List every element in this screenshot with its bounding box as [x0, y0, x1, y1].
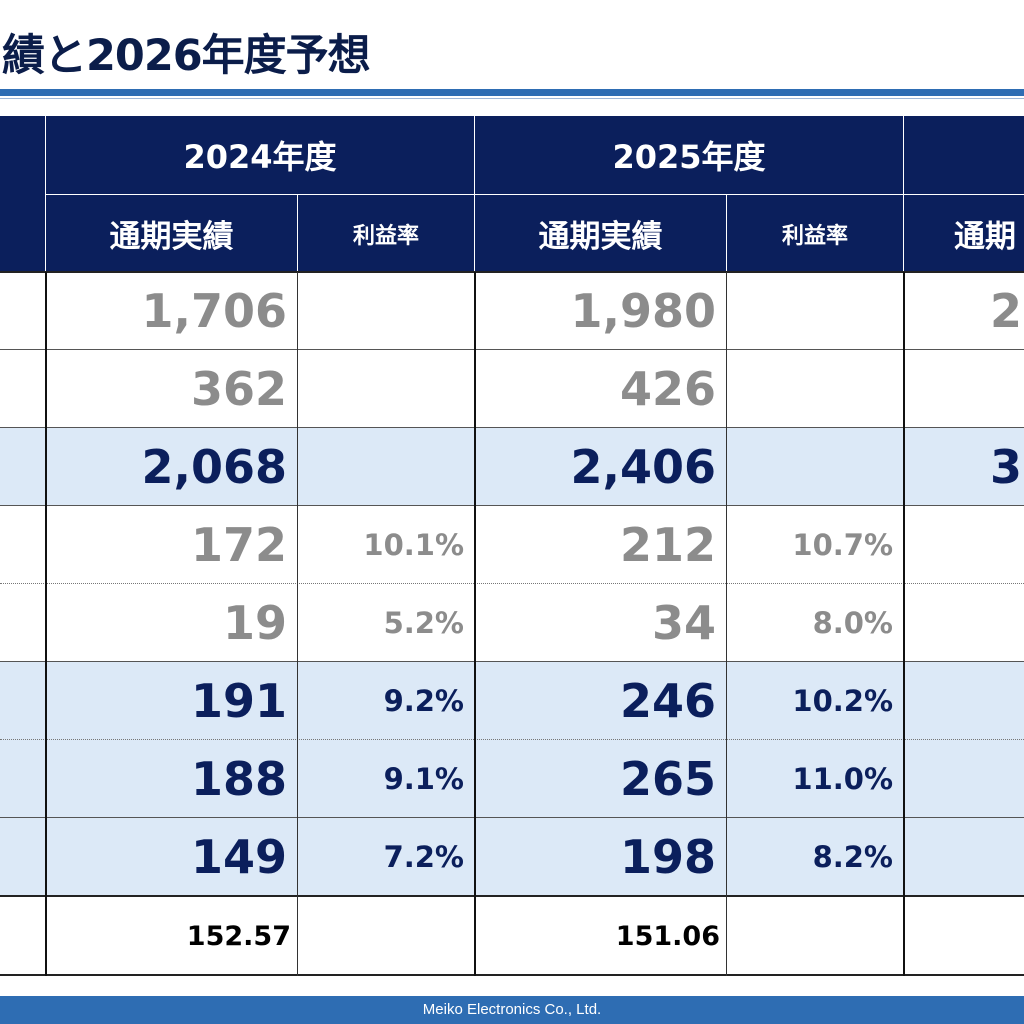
- value-2025: 246: [619, 674, 716, 728]
- value-2025: 34: [651, 596, 716, 650]
- header-divider: [297, 195, 298, 272]
- value-2025: 151.06: [615, 920, 720, 952]
- rate-2025: 8.2%: [812, 840, 893, 874]
- row-bg: [0, 506, 1024, 662]
- year-header-2025: 2025年度: [475, 116, 903, 194]
- value-2024: 1,706: [141, 284, 287, 338]
- value-2025: 212: [619, 518, 716, 572]
- grid-line: [0, 349, 1024, 350]
- footer-bar: [0, 996, 1024, 1024]
- value-2026: 2: [990, 284, 1023, 338]
- value-2025: 265: [619, 752, 716, 806]
- rate-2024: 9.1%: [383, 762, 464, 796]
- rate-2025: 8.0%: [812, 606, 893, 640]
- grid-line: [0, 895, 1024, 897]
- page-title: 績と2026年度予想: [2, 31, 371, 81]
- row-bg-highlight: [0, 662, 1024, 896]
- value-2026: 3: [990, 440, 1023, 494]
- sub-header-rate-2025: 利益率: [727, 195, 903, 272]
- grid-line: [726, 272, 727, 976]
- grid-line: [45, 272, 47, 976]
- value-2025: 1,980: [570, 284, 716, 338]
- value-2025: 426: [619, 362, 716, 416]
- header-divider: [45, 116, 46, 272]
- rate-2025: 10.2%: [792, 684, 893, 718]
- year-header-2024: 2024年度: [46, 116, 474, 194]
- rate-2024: 7.2%: [383, 840, 464, 874]
- rate-2025: 10.7%: [792, 528, 893, 562]
- row-bg-highlight: [0, 428, 1024, 506]
- grid-line: [0, 974, 1024, 976]
- title-underline-thin: [0, 98, 1024, 99]
- value-2024: 172: [190, 518, 287, 572]
- grid-line: [0, 661, 1024, 662]
- year-header-2026: [904, 116, 1024, 194]
- grid-line: [903, 272, 905, 976]
- grid-line: [0, 817, 1024, 818]
- value-2024: 191: [190, 674, 287, 728]
- grid-line: [474, 272, 476, 976]
- value-2024: 152.57: [186, 920, 291, 952]
- sub-header-actual-2025: 通期実績: [475, 195, 726, 272]
- title-underline: [0, 89, 1024, 96]
- grid-line: [0, 427, 1024, 428]
- rate-2024: 10.1%: [363, 528, 464, 562]
- value-2024: 188: [190, 752, 287, 806]
- sub-header-actual-2024: 通期実績: [46, 195, 297, 272]
- value-2025: 2,406: [570, 440, 716, 494]
- value-2024: 19: [222, 596, 287, 650]
- value-2024: 149: [190, 830, 287, 884]
- rate-2024: 5.2%: [383, 606, 464, 640]
- grid-line: [0, 505, 1024, 506]
- grid-line: [0, 271, 1024, 273]
- row-label-header: [0, 116, 45, 272]
- value-2025: 198: [619, 830, 716, 884]
- grid-line: [297, 272, 298, 976]
- header-divider: [46, 194, 1024, 195]
- footer-company-name: Meiko Electronics Co., Ltd.: [422, 1001, 602, 1018]
- rate-2025: 11.0%: [792, 762, 893, 796]
- grid-line: [0, 583, 1024, 585]
- grid-line: [0, 739, 1024, 741]
- value-2024: 2,068: [141, 440, 287, 494]
- row-bg: [0, 272, 1024, 428]
- row-bg: [0, 896, 1024, 976]
- sub-header-rate-2024: 利益率: [298, 195, 474, 272]
- value-2024: 362: [190, 362, 287, 416]
- rate-2024: 9.2%: [383, 684, 464, 718]
- results-table: 2024年度 2025年度 通期実績 利益率 通期実績 利益率 通期 1,706…: [0, 116, 1024, 976]
- sub-header-actual-2026: 通期: [904, 195, 1024, 272]
- header-divider: [726, 195, 727, 272]
